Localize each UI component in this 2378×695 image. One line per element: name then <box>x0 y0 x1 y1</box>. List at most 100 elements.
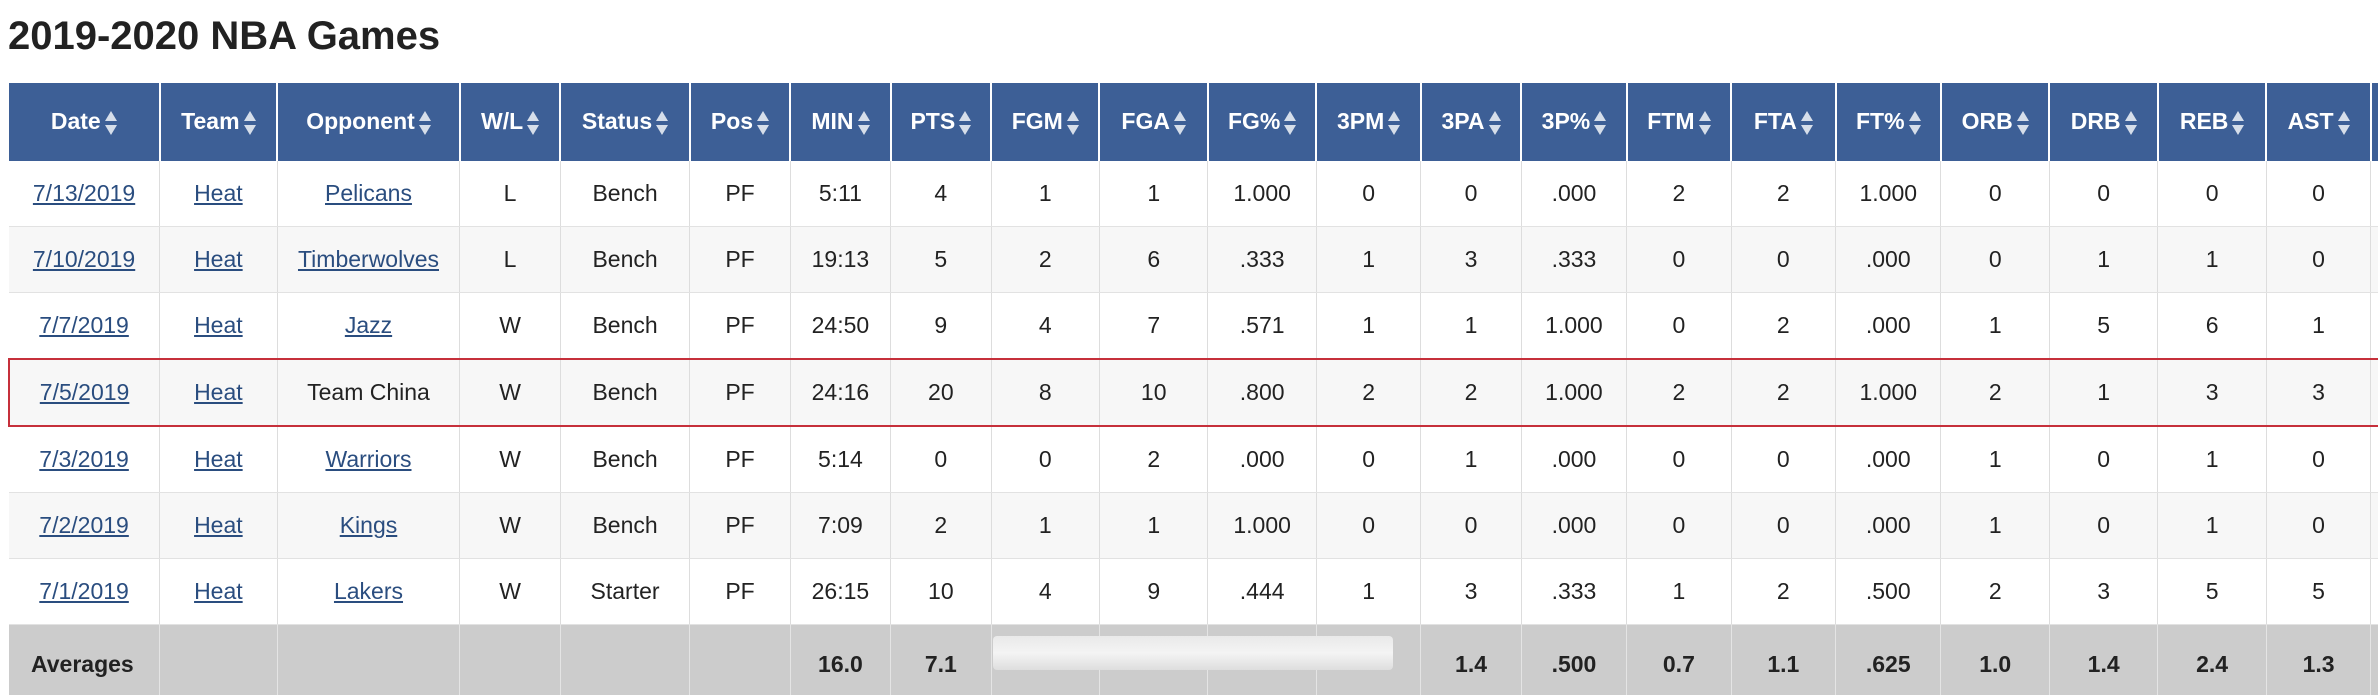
cell-pts: 5 <box>934 246 948 272</box>
opponent-link[interactable]: Kings <box>339 512 398 538</box>
table-cell-overflow <box>2370 161 2378 227</box>
table-cell: W <box>459 358 561 427</box>
table-cell: Bench <box>560 358 691 427</box>
cell-fga: 1 <box>1147 512 1161 538</box>
column-header-fga[interactable]: FGA <box>1099 83 1209 161</box>
opponent-link[interactable]: Warriors <box>325 446 412 472</box>
sort-arrows-icon[interactable] <box>527 110 540 136</box>
table-cell: 1 <box>2157 426 2267 493</box>
column-header-team[interactable]: Team <box>159 83 279 161</box>
team-link[interactable]: Heat <box>194 512 243 538</box>
table-cell: Heat <box>159 492 278 559</box>
column-header-w-l[interactable]: W/L <box>459 83 562 161</box>
table-cell: 6 <box>2157 292 2267 360</box>
table-cell: 1 <box>991 492 1100 559</box>
cell-3pa: 2 <box>1464 379 1478 405</box>
column-header-3p-[interactable]: 3P% <box>1521 83 1628 161</box>
sort-arrows-icon[interactable] <box>2124 110 2137 136</box>
game-date-link[interactable]: 7/2/2019 <box>39 512 129 538</box>
cell-fga: 6 <box>1147 246 1161 272</box>
sort-arrows-icon[interactable] <box>2016 110 2029 136</box>
cell-reb: 5 <box>2205 578 2219 604</box>
table-cell: 2 <box>1940 358 2050 427</box>
column-header-3pm[interactable]: 3PM <box>1316 83 1422 161</box>
column-header-reb[interactable]: REB <box>2157 83 2268 161</box>
team-link[interactable]: Heat <box>194 379 243 405</box>
sort-arrows-icon[interactable] <box>104 110 117 136</box>
column-header-label: DRB <box>2070 108 2121 135</box>
sort-arrows-icon[interactable] <box>1488 110 1501 136</box>
team-link[interactable]: Heat <box>194 312 243 338</box>
sort-arrows-icon[interactable] <box>857 110 870 136</box>
table-cell: 1 <box>1420 426 1522 493</box>
table-cell: 0 <box>1626 492 1732 559</box>
table-cell: Heat <box>159 161 278 227</box>
sort-arrows-icon[interactable] <box>1284 110 1297 136</box>
column-header-date[interactable]: Date <box>9 83 161 161</box>
cell-fgm: 1 <box>1038 512 1052 538</box>
average-cell: .625 <box>1835 624 1942 695</box>
game-date-link[interactable]: 7/1/2019 <box>39 578 129 604</box>
column-header-fta[interactable]: FTA <box>1731 83 1837 161</box>
opponent-link[interactable]: Jazz <box>344 312 393 338</box>
sort-arrows-icon[interactable] <box>1800 110 1813 136</box>
opponent-link[interactable]: Timberwolves <box>297 246 439 272</box>
column-header-drb[interactable]: DRB <box>2049 83 2159 161</box>
column-header-ast[interactable]: AST <box>2266 83 2372 161</box>
table-cell: 0 <box>2049 161 2159 227</box>
sort-arrows-icon[interactable] <box>418 110 431 136</box>
sort-arrows-icon[interactable] <box>1066 110 1079 136</box>
column-header-fg-[interactable]: FG% <box>1207 83 1318 161</box>
opponent-link[interactable]: Pelicans <box>325 180 412 206</box>
column-header-fgm[interactable]: FGM <box>991 83 1101 161</box>
sort-arrows-icon[interactable] <box>2232 110 2245 136</box>
table-cell: Lakers <box>277 558 461 625</box>
sort-arrows-icon[interactable] <box>1173 110 1186 136</box>
column-header-label: REB <box>2179 108 2229 135</box>
game-date-link[interactable]: 7/3/2019 <box>39 446 129 472</box>
sort-arrows-icon[interactable] <box>1388 110 1401 136</box>
game-date-link[interactable]: 7/5/2019 <box>39 379 130 405</box>
average-cell: 1.0 <box>1940 624 2050 695</box>
column-header-opponent[interactable]: Opponent <box>277 83 461 161</box>
sort-arrows-icon[interactable] <box>2337 110 2350 136</box>
cell-3p-: .000 <box>1551 446 1597 472</box>
cell-pos: PF <box>725 246 755 272</box>
sort-arrows-icon[interactable] <box>1908 110 1921 136</box>
team-link[interactable]: Heat <box>194 246 243 272</box>
cell-3p-: 1.000 <box>1545 379 1603 405</box>
table-cell: 20 <box>890 358 992 427</box>
sort-arrows-icon[interactable] <box>656 110 669 136</box>
column-header-pts[interactable]: PTS <box>890 83 993 161</box>
sort-arrows-icon[interactable] <box>1594 110 1607 136</box>
game-date-link[interactable]: 7/10/2019 <box>32 246 136 272</box>
column-header-status[interactable]: Status <box>560 83 691 161</box>
game-date-link[interactable]: 7/13/2019 <box>32 180 136 206</box>
sort-arrows-icon[interactable] <box>243 110 256 136</box>
cell-drb: 0 <box>2097 180 2111 206</box>
column-header-pos[interactable]: Pos <box>689 83 792 161</box>
cell-3pm: 2 <box>1362 379 1375 405</box>
table-cell: 1 <box>1316 558 1422 625</box>
column-header-3pa[interactable]: 3PA <box>1420 83 1523 161</box>
table-cell: 7/7/2019 <box>9 292 161 360</box>
sort-arrows-icon[interactable] <box>959 110 972 136</box>
games-table: Date Team Opponent W/L Status Pos MIN PTS FGM FGA… <box>8 83 2378 695</box>
game-date-link[interactable]: 7/7/2019 <box>39 312 129 338</box>
cell-fga: 10 <box>1140 379 1167 405</box>
cell-min: 26:15 <box>811 578 870 604</box>
column-header-ftm[interactable]: FTM <box>1626 83 1733 161</box>
column-header-orb[interactable]: ORB <box>1940 83 2051 161</box>
team-link[interactable]: Heat <box>194 578 243 604</box>
column-header-min[interactable]: MIN <box>790 83 892 161</box>
column-header-ft-[interactable]: FT% <box>1835 83 1942 161</box>
team-link[interactable]: Heat <box>194 446 243 472</box>
opponent-link[interactable]: Lakers <box>333 578 404 604</box>
cell-ft-: 1.000 <box>1859 379 1918 405</box>
table-cell: 2 <box>1731 292 1837 360</box>
team-link[interactable]: Heat <box>194 180 243 206</box>
cell-status: Bench <box>592 379 658 405</box>
sort-arrows-icon[interactable] <box>757 110 770 136</box>
cell-pts: 4 <box>934 180 948 206</box>
sort-arrows-icon[interactable] <box>1698 110 1711 136</box>
